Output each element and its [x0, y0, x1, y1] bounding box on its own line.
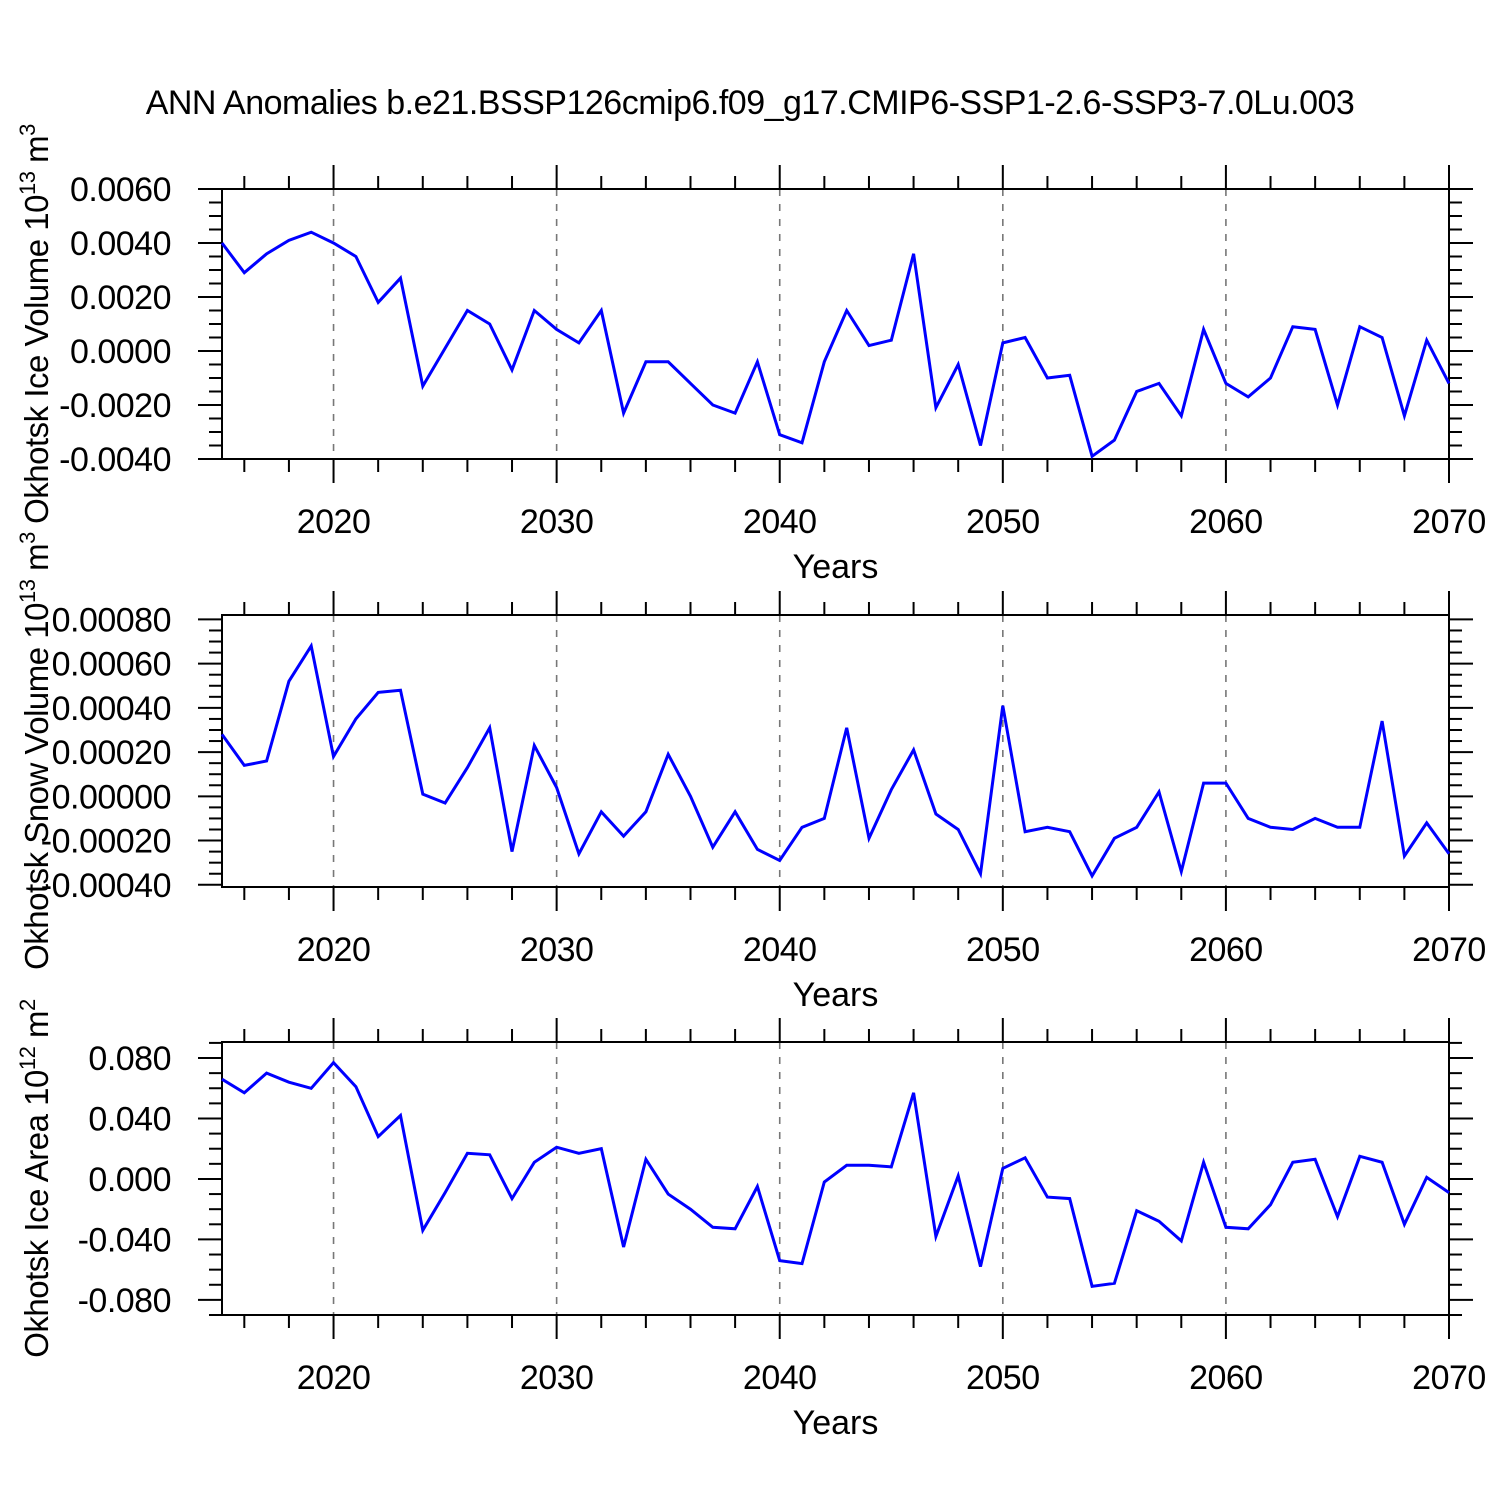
y-axis-title: Okhotsk Snow Volume 1013 m3 — [15, 532, 55, 970]
chart-title: ANN Anomalies b.e21.BSSP126cmip6.f09_g17… — [145, 84, 1355, 122]
x-tick-label: 2070 — [1412, 931, 1486, 969]
x-tick-label: 2060 — [1189, 1359, 1263, 1397]
y-tick-label: 0.080 — [88, 1040, 171, 1078]
x-tick-label: 2050 — [966, 1359, 1040, 1397]
y-tick-label: -0.00040 — [41, 867, 171, 905]
x-tick-label: 2030 — [520, 931, 594, 969]
x-tick-label: 2020 — [297, 931, 371, 969]
x-tick-label: 2070 — [1412, 503, 1486, 541]
y-tick-label: -0.00020 — [41, 823, 171, 861]
y-tick-label: 0.00000 — [52, 778, 171, 816]
y-tick-label: 0.00060 — [52, 646, 171, 684]
y-tick-label: -0.0040 — [59, 441, 171, 479]
panel-ice-area: 0.080 0.040 0.000 -0.040 -0.080 2020 2030 2040 2… — [15, 999, 1486, 1442]
y-tick-label: 0.0020 — [70, 279, 171, 317]
x-tick-label: 2040 — [743, 1359, 817, 1397]
y-tick-label: 0.00080 — [52, 601, 171, 639]
y-tick-label: 0.00020 — [52, 734, 171, 772]
y-tick-label: 0.0000 — [70, 333, 171, 371]
y-axis-title: Okhotsk Ice Area 1012 m2 — [15, 999, 55, 1358]
y-tick-label: 0.0040 — [70, 225, 171, 263]
data-line-snow-volume — [220, 642, 1451, 880]
x-tick-label: 2030 — [520, 503, 594, 541]
x-tick-label: 2070 — [1412, 1359, 1486, 1397]
y-tick-label: -0.0020 — [59, 387, 171, 425]
x-axis-title: Years — [793, 548, 879, 586]
data-line-ice-area — [221, 1060, 1450, 1288]
x-tick-label: 2050 — [966, 931, 1040, 969]
x-tick-label: 2050 — [966, 503, 1040, 541]
y-tick-label: 0.00040 — [52, 690, 171, 728]
plot-frame — [221, 188, 1450, 460]
y-tick-label: -0.080 — [78, 1282, 171, 1320]
y-tick-label: 0.040 — [88, 1100, 171, 1138]
y-tick-label: 0.000 — [88, 1161, 171, 1199]
data-line-ice-volume — [220, 230, 1451, 459]
x-tick-label: 2020 — [297, 503, 371, 541]
x-tick-label: 2030 — [520, 1359, 594, 1397]
x-tick-label: 2060 — [1189, 503, 1263, 541]
y-tick-label: 0.0060 — [70, 171, 171, 209]
x-tick-label: 2060 — [1189, 931, 1263, 969]
x-tick-label: 2040 — [743, 931, 817, 969]
y-axis-title: Okhotsk Ice Volume 1013 m3 — [15, 124, 55, 524]
x-axis-title: Years — [793, 976, 879, 1014]
panel-snow-volume: 0.00080 0.00060 0.00040 0.00020 0.00000 -0.00… — [15, 532, 1486, 1014]
y-tick-label: -0.040 — [78, 1221, 171, 1259]
x-axis-title: Years — [793, 1404, 879, 1442]
x-tick-label: 2040 — [743, 503, 817, 541]
plot-frame — [221, 1041, 1450, 1316]
plot-frame — [221, 614, 1450, 888]
x-tick-label: 2020 — [297, 1359, 371, 1397]
panel-ice-volume: 0.0060 0.0040 0.0020 0.0000 -0.0020 -0.0040 20… — [15, 124, 1486, 586]
